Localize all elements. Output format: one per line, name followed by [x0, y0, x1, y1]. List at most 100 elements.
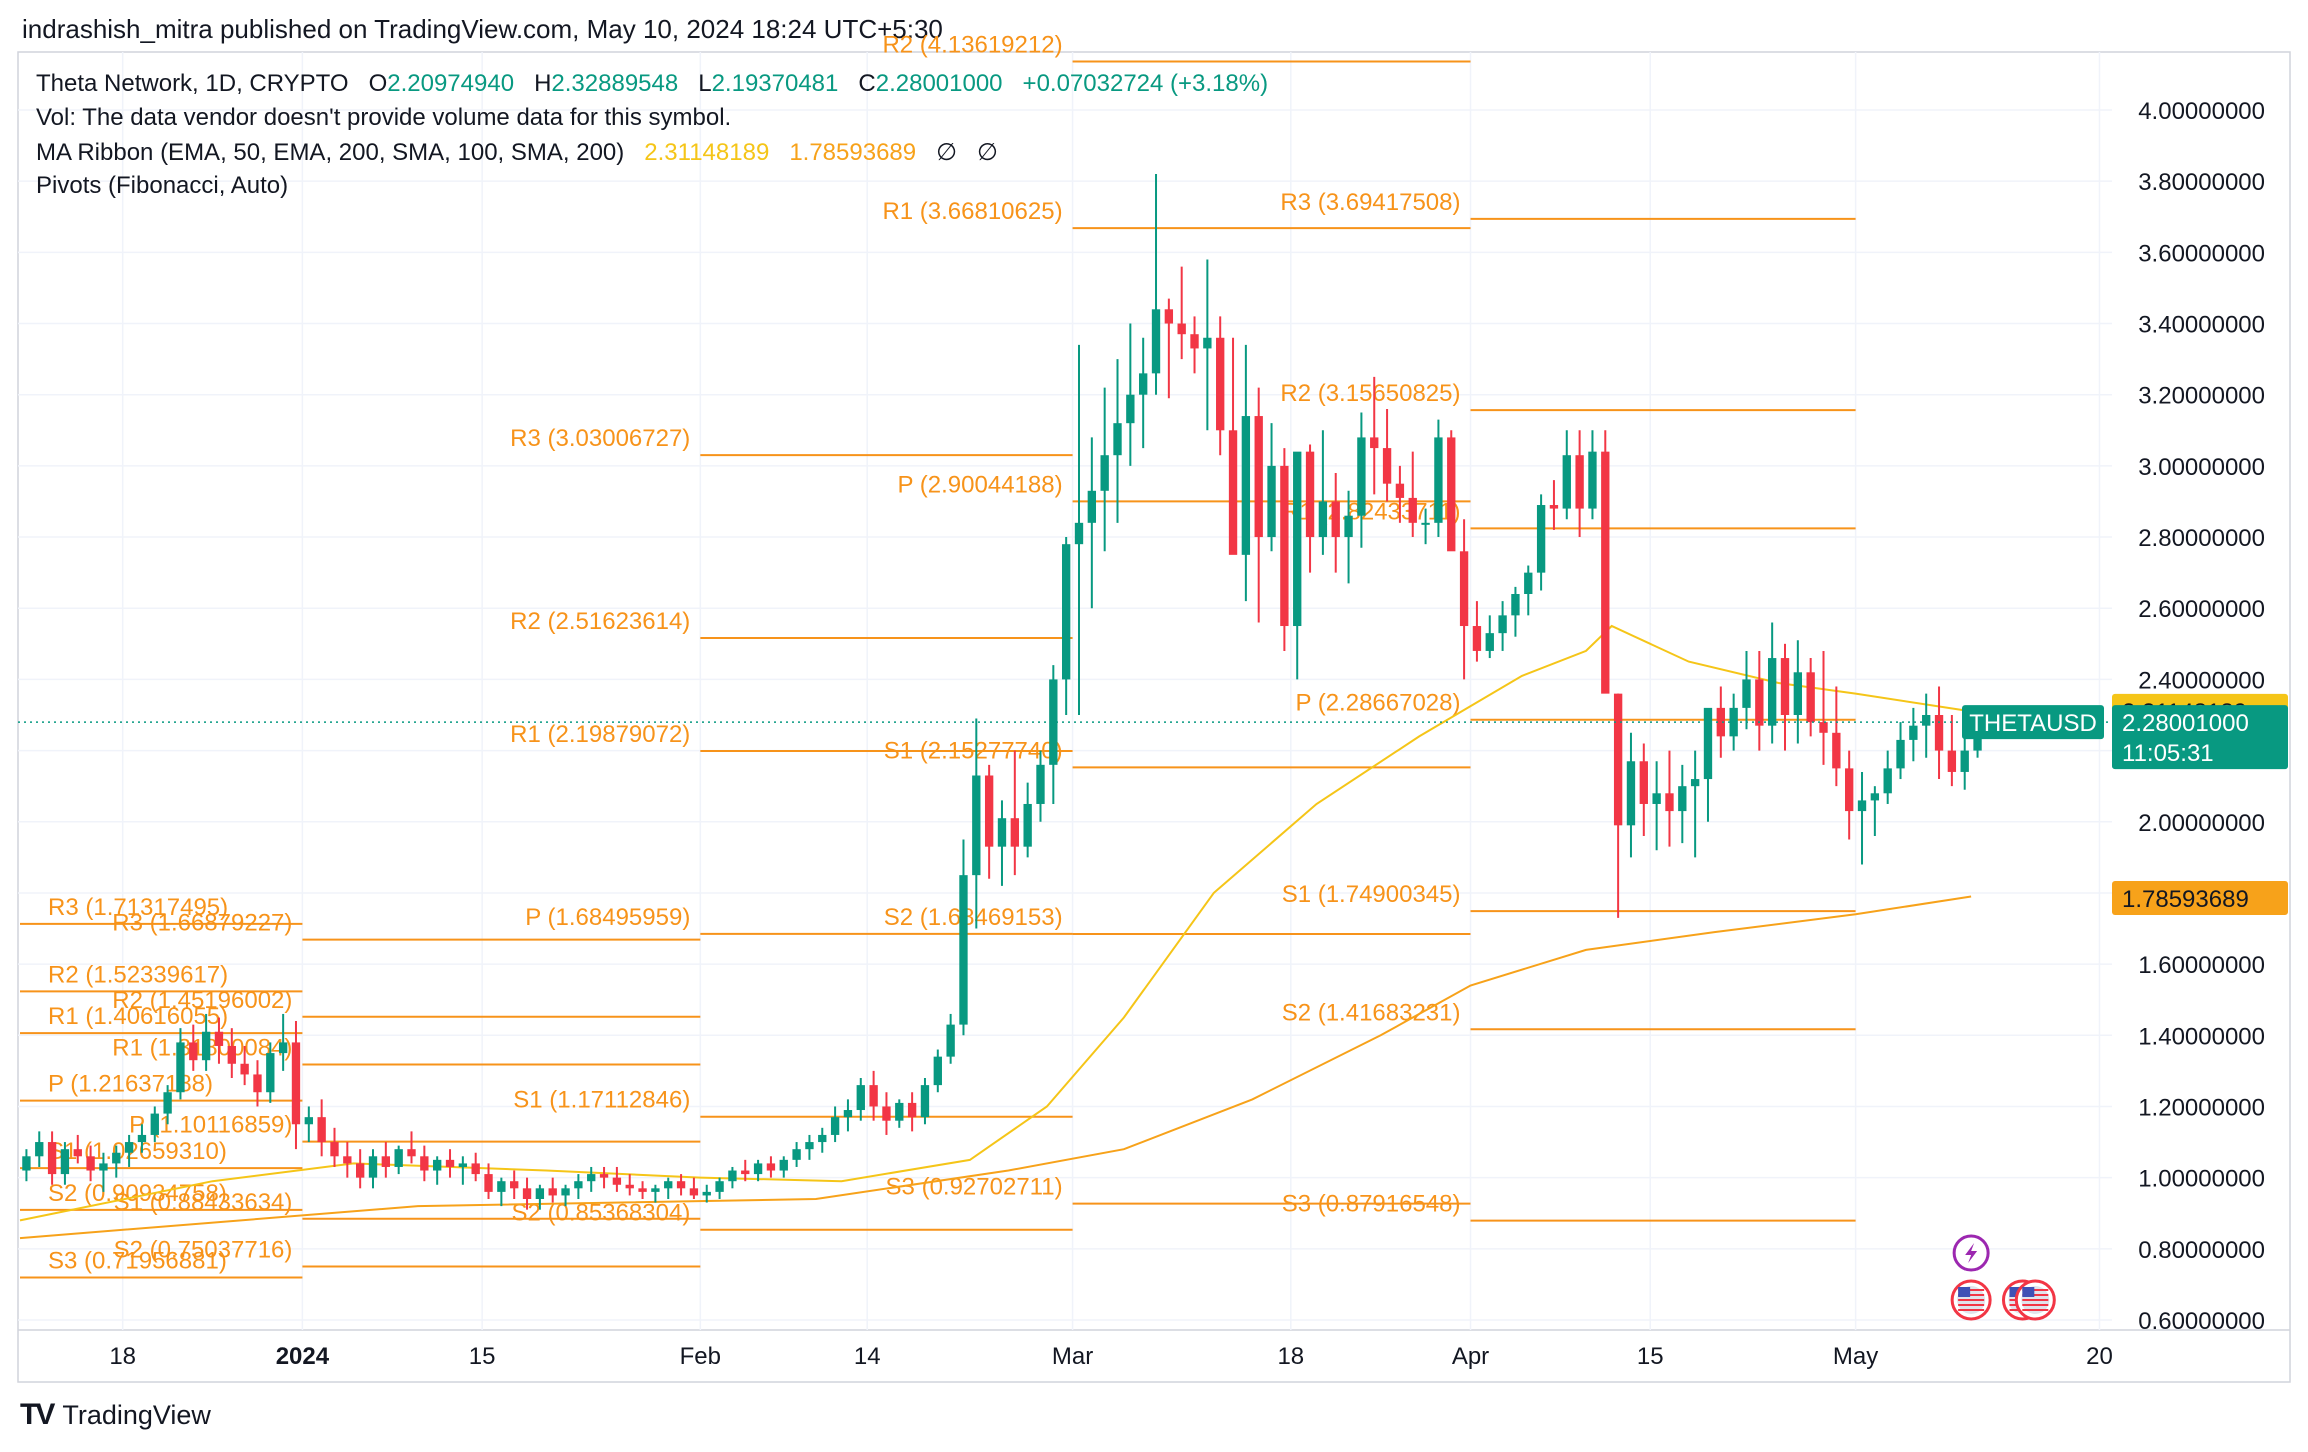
candle-body	[933, 1056, 942, 1086]
symbol-tag-label: THETAUSD	[1969, 710, 2097, 737]
candle-body	[1151, 309, 1161, 374]
candle	[189, 1024, 198, 1071]
legend-ma1-value: 2.31148189	[644, 139, 770, 166]
price-tag-countdown: 11:05:31	[2122, 740, 2214, 767]
candle	[394, 1145, 403, 1175]
pivot-level-label: P (1.68495959)	[525, 904, 690, 931]
candle-body	[1652, 793, 1661, 804]
candle	[972, 718, 981, 929]
flag-canton	[2022, 1287, 2035, 1297]
candle	[856, 1078, 865, 1121]
candle-body	[869, 1085, 878, 1107]
candle-body	[676, 1181, 686, 1189]
pivot-level-label: P (2.28667028)	[1295, 690, 1460, 717]
candle	[1434, 419, 1443, 538]
price-axis-tick-label: 4.00000000	[2138, 98, 2265, 125]
candle	[664, 1177, 673, 1199]
symbol-tag-bg	[1962, 705, 2104, 740]
candle	[240, 1045, 249, 1086]
candle-body	[189, 1042, 198, 1061]
lightning-event-icon	[1952, 1234, 1990, 1272]
candle-body	[522, 1188, 532, 1199]
tradingview-footer[interactable]: TV TradingView	[20, 1398, 211, 1432]
legend-o-label: O	[368, 70, 388, 97]
legend-ma-ribbon[interactable]: MA Ribbon (EMA, 50, EMA, 200, SMA, 100, …	[36, 138, 998, 167]
candle	[510, 1170, 519, 1199]
candle	[445, 1149, 455, 1178]
price-axis-tick-label: 2.80000000	[2138, 525, 2265, 552]
candle	[1100, 387, 1109, 552]
candle-body	[1613, 693, 1623, 826]
candle-body	[1960, 750, 1969, 772]
candle	[1690, 750, 1700, 858]
tradingview-logo-icon: TV	[20, 1398, 55, 1431]
candle-body	[638, 1188, 647, 1192]
price-axis-tick-label: 3.80000000	[2138, 169, 2265, 196]
candle	[458, 1156, 468, 1185]
candle	[1370, 376, 1379, 495]
pivot-level-label: P (1.21637188)	[48, 1071, 213, 1098]
candle	[946, 1013, 955, 1064]
candle	[1909, 707, 1918, 762]
price-axis-tick-label: 1.60000000	[2138, 952, 2265, 979]
legend-pivots[interactable]: Pivots (Fibonacci, Auto)	[36, 172, 289, 199]
pivot-level-label: R2 (1.52339617)	[48, 961, 228, 988]
candle-body	[984, 775, 994, 847]
candle	[728, 1166, 737, 1189]
candle-body	[907, 1102, 917, 1118]
candle-body	[715, 1181, 724, 1192]
candle	[1588, 430, 1597, 520]
candle-body	[1126, 394, 1135, 424]
candle-body	[574, 1181, 583, 1189]
legend-low: 2.19370481	[711, 70, 839, 97]
pivot-level-label: S2 (1.68469153)	[884, 904, 1063, 931]
pivot-level-label: R2 (2.51623614)	[510, 608, 690, 635]
candle-body	[689, 1188, 699, 1196]
candle	[882, 1092, 891, 1135]
candle-body	[1755, 679, 1764, 726]
candle-body	[458, 1163, 468, 1167]
candle-body	[484, 1174, 493, 1192]
candle	[1305, 444, 1315, 573]
ema-200-line	[19, 895, 1972, 1240]
candle	[741, 1159, 750, 1182]
candle	[933, 1049, 942, 1093]
legend-volume: Vol: The data vendor doesn't provide vol…	[36, 104, 732, 131]
candle-body	[1806, 672, 1815, 723]
candle-body	[1870, 793, 1880, 801]
candle	[907, 1092, 917, 1132]
candle	[112, 1145, 121, 1178]
candle-body	[664, 1181, 673, 1189]
price-axis-tick-label: 3.20000000	[2138, 383, 2265, 410]
candle	[638, 1181, 647, 1199]
candle-body	[433, 1159, 442, 1171]
candle-body	[779, 1159, 788, 1171]
candle-body	[86, 1156, 95, 1171]
candle	[1626, 732, 1636, 858]
candle-body	[1113, 423, 1122, 456]
candle	[843, 1099, 853, 1132]
candle-body	[1639, 761, 1648, 804]
candle-body	[612, 1177, 622, 1185]
candle-body	[1524, 572, 1533, 594]
candle	[1254, 387, 1263, 623]
candle	[1729, 693, 1738, 751]
candle-body	[1293, 451, 1302, 627]
candle-body	[1447, 437, 1456, 552]
candle-body	[1601, 451, 1610, 694]
candle-body	[343, 1156, 352, 1164]
price-axis-tick-label: 2.60000000	[2138, 596, 2265, 623]
candle	[407, 1131, 416, 1164]
candle	[291, 1021, 301, 1150]
candle-body	[150, 1113, 159, 1135]
candle-body	[1049, 679, 1058, 765]
candle	[1549, 480, 1559, 530]
candle	[818, 1127, 827, 1153]
candle-body	[946, 1024, 955, 1057]
candle-body	[1370, 437, 1379, 449]
candle-body	[214, 1031, 224, 1046]
candle	[805, 1134, 814, 1160]
legend-high: 2.32889548	[551, 70, 679, 97]
candle-body	[1190, 334, 1199, 349]
